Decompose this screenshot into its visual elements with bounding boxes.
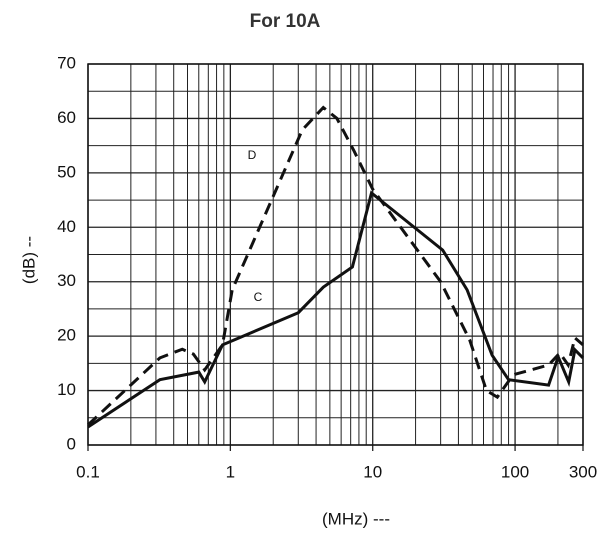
y-tick-label: 30 <box>57 271 76 290</box>
y-axis-label: (dB) -- <box>19 236 38 284</box>
y-tick-label: 40 <box>57 217 76 236</box>
x-axis-label: (MHz) --- <box>322 509 390 528</box>
y-tick-label: 20 <box>57 326 76 345</box>
chart-title: For 10A <box>250 11 321 32</box>
x-tick-label: 100 <box>501 462 529 481</box>
x-tick-label: 300 <box>569 462 597 481</box>
y-tick-label: 10 <box>57 380 76 399</box>
y-tick-label: 60 <box>57 108 76 127</box>
x-tick-label: 0.1 <box>76 462 100 481</box>
y-tick-label: 50 <box>57 162 76 181</box>
x-tick-label: 1 <box>226 462 235 481</box>
x-tick-label: 10 <box>363 462 382 481</box>
series-line <box>86 105 584 426</box>
y-tick-label: 70 <box>57 53 76 72</box>
series-label: D <box>248 148 257 162</box>
series-label: C <box>254 290 263 304</box>
plot-frame <box>87 63 584 446</box>
y-tick-label: 0 <box>67 434 76 453</box>
series-line <box>87 190 585 429</box>
